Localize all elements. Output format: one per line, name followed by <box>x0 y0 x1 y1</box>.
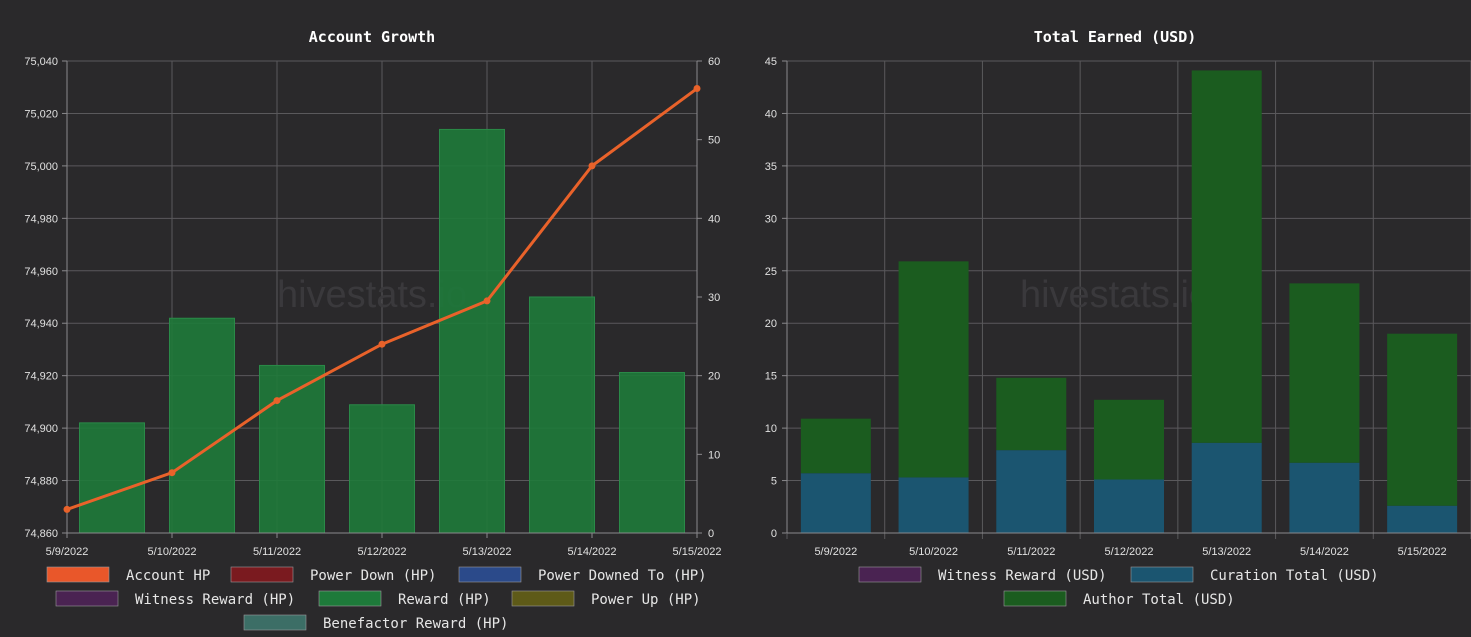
legend-label: Power Down (HP) <box>310 568 436 584</box>
y-left-tick-label: 75,020 <box>24 108 58 120</box>
y-right-tick-label: 50 <box>708 135 720 147</box>
y-tick-label: 40 <box>765 108 777 120</box>
curation-total-usd-bar <box>1387 505 1458 533</box>
reward-hp-bar <box>259 364 325 534</box>
curation-total-usd-bar <box>1094 479 1164 533</box>
watermark: hivestats.io <box>277 274 467 316</box>
reward-hp-bar <box>349 404 415 534</box>
author-total-usd-bar <box>1289 283 1360 463</box>
x-tick-label: 5/12/2022 <box>358 546 407 558</box>
y-left-tick-label: 74,900 <box>24 423 58 435</box>
chart-title: Account Growth <box>309 28 435 46</box>
y-tick-label: 20 <box>765 318 777 330</box>
x-tick-label: 5/13/2022 <box>463 546 512 558</box>
legend-label: Witness Reward (HP) <box>135 592 295 608</box>
legend-swatch <box>511 590 575 607</box>
y-left-tick-label: 74,940 <box>24 318 58 330</box>
author-total-usd-bar <box>996 377 1067 451</box>
author-total-usd-bar <box>800 418 871 474</box>
y-right-tick-label: 60 <box>708 56 720 68</box>
legend-label: Witness Reward (USD) <box>938 568 1107 584</box>
legend-label: Curation Total (USD) <box>1210 568 1379 584</box>
x-tick-label: 5/14/2022 <box>568 546 617 558</box>
y-tick-label: 15 <box>765 371 777 383</box>
author-total-usd-bar <box>1191 70 1262 443</box>
account-hp-point <box>63 505 71 513</box>
y-tick-label: 25 <box>765 266 777 278</box>
y-right-tick-label: 40 <box>708 213 720 225</box>
author-total-usd-bar <box>1387 333 1458 506</box>
legend-label: Power Up (HP) <box>591 592 701 608</box>
reward-hp-bar <box>169 317 235 534</box>
account-hp-point <box>378 340 386 348</box>
reward-hp-bar <box>439 128 505 534</box>
y-left-tick-label: 75,040 <box>24 56 58 68</box>
y-tick-label: 35 <box>765 161 777 173</box>
curation-total-usd-bar <box>1191 442 1262 533</box>
legend-label: Power Downed To (HP) <box>538 568 707 584</box>
legend-label: Reward (HP) <box>398 592 491 608</box>
y-left-tick-label: 74,980 <box>24 213 58 225</box>
legend-swatch <box>46 566 110 583</box>
legend-swatch <box>230 566 294 583</box>
watermark: hivestats.io <box>1020 274 1210 316</box>
chart-title: Total Earned (USD) <box>1034 28 1197 46</box>
y-tick-label: 5 <box>771 476 777 488</box>
curation-total-usd-bar <box>898 477 969 533</box>
legend-swatch <box>55 590 119 607</box>
reward-hp-bar <box>619 372 685 534</box>
legend: Account HP Power Down (HP) Power Downed To… <box>46 566 707 632</box>
x-tick-label: 5/14/2022 <box>1300 546 1349 558</box>
legend-swatch <box>1003 590 1067 607</box>
curation-total-usd-bar <box>996 450 1067 533</box>
reward-hp-bar <box>79 422 145 534</box>
y-right-tick-label: 20 <box>708 371 720 383</box>
y-left-tick-label: 74,960 <box>24 266 58 278</box>
y-left-tick-label: 74,860 <box>24 528 58 540</box>
account-growth-chart: Account Growth 74,860 74,880 74,900 74,920 74… <box>24 28 722 632</box>
legend-label: Account HP <box>126 568 210 584</box>
author-total-usd-bar <box>898 261 969 478</box>
x-tick-label: 5/11/2022 <box>253 546 301 558</box>
legend-swatch <box>458 566 522 583</box>
reward-hp-bar <box>529 296 595 534</box>
y-tick-label: 0 <box>771 528 777 540</box>
x-tick-label: 5/13/2022 <box>1202 546 1251 558</box>
account-hp-point <box>168 469 176 477</box>
x-tick-label: 5/10/2022 <box>909 546 958 558</box>
y-left-tick-label: 75,000 <box>24 161 58 173</box>
y-right-tick-label: 30 <box>708 292 720 304</box>
total-earned-chart: Total Earned (USD) 0 5 10 15 20 25 30 35 40 45 5/9/… <box>765 28 1471 608</box>
account-hp-point <box>273 397 281 405</box>
y-right-tick-label: 0 <box>708 528 714 540</box>
curation-total-usd-bar <box>1289 462 1360 533</box>
author-total-usd-bar <box>1094 399 1164 480</box>
account-hp-point <box>483 297 491 305</box>
x-tick-label: 5/10/2022 <box>148 546 197 558</box>
legend: Witness Reward (USD) Curation Total (USD)… <box>858 566 1379 608</box>
y-left-tick-label: 74,920 <box>24 371 58 383</box>
x-tick-label: 5/11/2022 <box>1007 546 1055 558</box>
x-tick-label: 5/15/2022 <box>1398 546 1447 558</box>
x-tick-label: 5/9/2022 <box>46 546 89 558</box>
x-tick-label: 5/9/2022 <box>814 546 857 558</box>
legend-swatch <box>318 590 382 607</box>
y-left-tick-label: 74,880 <box>24 476 58 488</box>
y-tick-label: 45 <box>765 56 777 68</box>
legend-swatch <box>858 566 922 583</box>
legend-label: Author Total (USD) <box>1083 592 1235 608</box>
account-hp-point <box>693 85 701 93</box>
y-tick-label: 10 <box>765 423 777 435</box>
legend-swatch <box>243 614 307 631</box>
curation-total-usd-bar <box>800 473 871 533</box>
account-hp-point <box>588 162 596 170</box>
legend-label: Benefactor Reward (HP) <box>323 616 508 632</box>
y-right-tick-label: 10 <box>708 449 720 461</box>
legend-swatch <box>1130 566 1194 583</box>
x-tick-label: 5/12/2022 <box>1105 546 1154 558</box>
y-tick-label: 30 <box>765 213 777 225</box>
x-tick-label: 5/15/2022 <box>673 546 722 558</box>
